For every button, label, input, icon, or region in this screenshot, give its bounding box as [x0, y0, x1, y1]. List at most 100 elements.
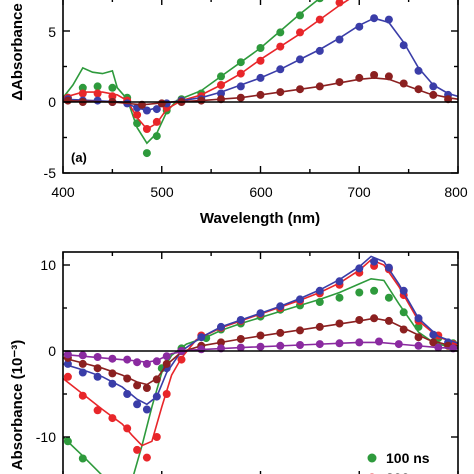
- bottom-series-2-point-13: [256, 309, 265, 318]
- legend: 100 ns 300: [367, 450, 430, 474]
- bottom-series-1-point-9: [177, 355, 186, 364]
- bottom-series-0-point-11: [315, 298, 324, 306]
- top-ytick-p5: 5: [48, 24, 56, 40]
- top-series-0-fit-line: [63, 0, 319, 145]
- bottom-series-1-point-3: [108, 414, 117, 423]
- top-xtick-500: 500: [150, 184, 174, 200]
- top-series-3-point-0: [63, 96, 72, 105]
- bottom-series-3-point-7: [152, 375, 161, 384]
- top-series-3-point-11: [296, 85, 304, 94]
- bottom-series-4-point-19: [375, 337, 383, 346]
- top-series-3-point-9: [256, 90, 265, 99]
- top-series-2-point-15: [296, 55, 304, 64]
- top-series-1-point-16: [315, 15, 324, 24]
- bottom-series-3-point-4: [123, 374, 132, 383]
- top-yaxis-title: ΔAbsorbance: [9, 3, 26, 100]
- bottom-series-0-fit-line: [63, 277, 458, 474]
- bottom-series-1-point-7: [152, 433, 161, 441]
- top-series-2-point-22: [414, 66, 423, 75]
- bottom-series-4-point-4: [123, 355, 132, 364]
- bottom-series-2-point-7: [152, 392, 161, 401]
- bottom-series-0-point-12: [335, 293, 344, 302]
- bottom-series-1-point-8: [162, 390, 171, 398]
- bottom-series-2-point-17: [335, 277, 344, 286]
- bottom-series-4-point-10: [197, 345, 206, 354]
- top-xtick-700: 700: [347, 184, 371, 200]
- bottom-series-2-point-22: [414, 314, 423, 323]
- bottom-series-4-point-2: [93, 353, 102, 361]
- bottom-series-2-fit-line: [63, 255, 458, 406]
- top-ytick-0: 0: [48, 94, 56, 110]
- top-series-0-point-14: [276, 28, 285, 37]
- legend-label-100ns: 100 ns: [386, 450, 430, 466]
- bottom-series-2-point-18: [355, 264, 364, 273]
- bottom-series-4-point-14: [276, 341, 285, 350]
- bottom-series-0-point-1: [78, 454, 87, 463]
- top-series-3-point-18: [414, 85, 423, 94]
- top-series-2-point-20: [384, 15, 393, 24]
- bottom-series-2-point-5: [133, 400, 142, 409]
- top-series-2-point-14: [276, 65, 285, 74]
- bottom-series-1-point-0: [63, 372, 72, 381]
- bottom-series-3-point-20: [384, 316, 393, 325]
- bottom-series-2-point-3: [108, 379, 117, 388]
- top-series-3-point-8: [236, 93, 245, 102]
- top-series-0-point-7: [152, 132, 161, 141]
- top-series-1-point-17: [335, 0, 344, 7]
- bottom-ytick-10: 10: [40, 257, 56, 273]
- bottom-series-4-point-8: [162, 352, 171, 361]
- bottom-series-4-point-16: [315, 340, 324, 349]
- top-series-3-point-17: [399, 79, 408, 88]
- bottom-ytick-m10: -10: [36, 429, 56, 445]
- bottom-series-4-point-13: [256, 342, 265, 351]
- bottom-series-2-point-4: [123, 390, 132, 398]
- top-series-3-point-4: [157, 99, 166, 108]
- top-series-2-point-6: [142, 106, 151, 115]
- bottom-series-4-point-3: [108, 354, 117, 363]
- top-plot-frame: [62, 0, 459, 174]
- bottom-series-0-point-17: [414, 322, 423, 331]
- top-series-layer: [63, 0, 458, 158]
- bottom-series-4-point-5: [133, 358, 142, 367]
- bottom-axis-ticks: [62, 252, 459, 474]
- top-series-0-point-1: [78, 83, 87, 92]
- top-xtick-400: 400: [51, 184, 75, 200]
- top-series-1-point-15: [296, 28, 304, 37]
- bottom-series-3-point-14: [276, 328, 285, 337]
- top-series-1-point-2: [93, 89, 102, 98]
- bottom-series-3-point-13: [256, 331, 265, 340]
- top-series-0-point-3: [108, 83, 117, 92]
- bottom-series-2-point-23: [429, 330, 438, 339]
- bottom-series-layer: [63, 255, 458, 474]
- top-panel-label: (a): [71, 150, 87, 165]
- top-series-0-point-16: [316, 0, 324, 3]
- bottom-series-2-point-12: [236, 316, 245, 324]
- bottom-series-2-point-16: [315, 286, 324, 295]
- bottom-series-4-point-15: [296, 341, 304, 349]
- bottom-series-1-point-4: [123, 424, 132, 433]
- top-series-2-point-7: [152, 105, 161, 114]
- bottom-series-4-point-21: [414, 341, 423, 350]
- bottom-series-4-point-7: [152, 357, 161, 366]
- top-series-0-point-6: [142, 149, 151, 158]
- bottom-series-4-point-1: [78, 351, 87, 360]
- bottom-series-2-point-14: [276, 302, 285, 311]
- top-series-1-point-5: [133, 110, 142, 119]
- bottom-series-2-point-11: [217, 322, 225, 331]
- bottom-series-3-point-12: [236, 335, 245, 343]
- bottom-series-3-point-6: [142, 384, 151, 392]
- top-series-2-point-18: [355, 22, 364, 31]
- top-series-3-point-15: [370, 71, 379, 79]
- bottom-series-0-point-0: [63, 437, 72, 446]
- top-series-0-point-15: [296, 11, 304, 20]
- bottom-series-2-point-1: [78, 368, 87, 377]
- bottom-series-2-point-10: [197, 333, 206, 342]
- bottom-series-3-point-19: [370, 314, 379, 323]
- top-series-2-point-11: [217, 89, 225, 98]
- bottom-series-0-point-13: [355, 288, 364, 297]
- bottom-series-1-point-6: [142, 453, 151, 462]
- top-series-3-point-13: [335, 78, 344, 87]
- bottom-series-3-point-23: [429, 338, 438, 347]
- top-series-3-point-19: [429, 90, 438, 99]
- bottom-series-4-point-20: [394, 340, 403, 349]
